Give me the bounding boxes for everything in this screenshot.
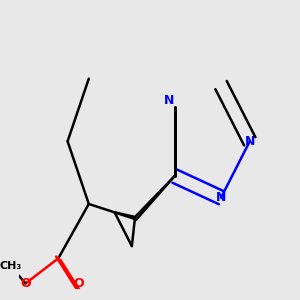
Text: N: N [244,135,255,148]
Text: N: N [164,94,175,106]
Text: N: N [216,191,226,204]
Text: O: O [20,277,31,290]
Text: O: O [73,277,83,290]
Text: CH₃: CH₃ [0,261,21,271]
